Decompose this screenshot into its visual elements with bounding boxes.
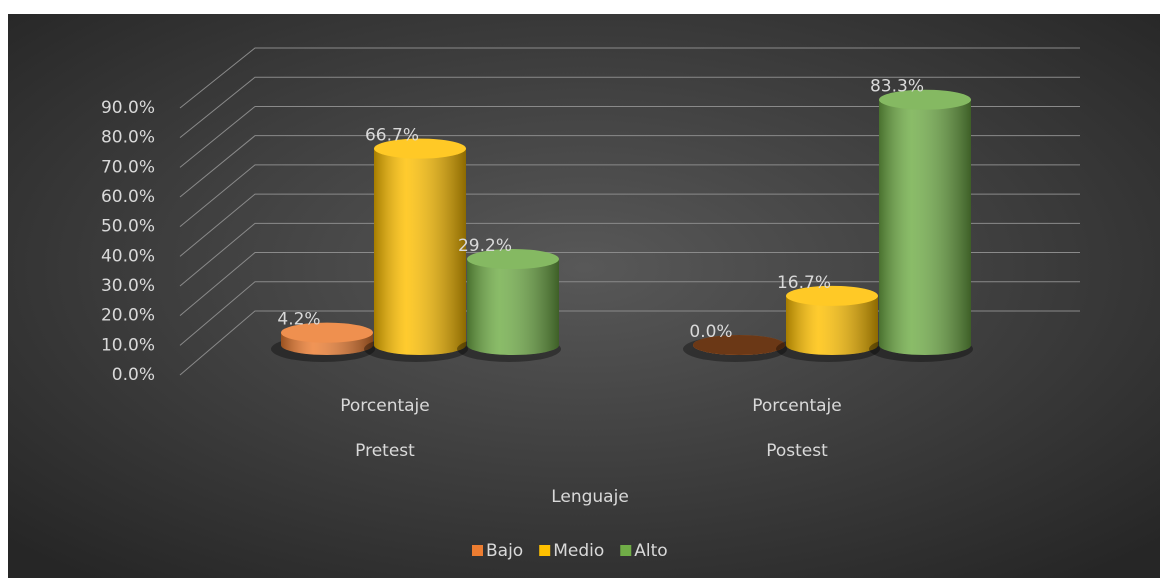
bar-top: [786, 285, 878, 306]
bar-shade: [786, 295, 878, 355]
bar-top-shade: [693, 335, 785, 355]
y-tick-label: 70.0%: [101, 157, 155, 177]
legend-swatch: [539, 545, 551, 556]
bar-shade: [467, 259, 559, 355]
legend-label: Bajo: [486, 541, 523, 561]
grid-line: [179, 105, 1080, 168]
bar-top-shade: [281, 322, 373, 343]
x-tick-label: Porcentaje: [340, 396, 430, 416]
y-tick-label: 10.0%: [101, 335, 155, 355]
grid-line: [179, 281, 1080, 346]
y-tick-label: 90.0%: [101, 98, 155, 118]
grid-line: [179, 135, 1080, 198]
bar-top-shade: [374, 138, 466, 159]
bar-shade: [879, 99, 971, 355]
legend-label: Alto: [634, 541, 667, 561]
bar-top: [467, 249, 559, 270]
bar-top-shade: [786, 285, 878, 306]
x-tick-label: Postest: [766, 441, 828, 461]
y-tick-label: 60.0%: [101, 187, 155, 207]
bar-top: [879, 89, 971, 110]
x-tick-label: Pretest: [355, 441, 415, 461]
y-tick-label: 50.0%: [101, 217, 155, 237]
legend-swatch: [472, 545, 483, 556]
legend-label: Medio: [553, 541, 604, 561]
x-axis-title: Lenguaje: [551, 487, 629, 507]
grid-line: [179, 47, 1080, 109]
data-label: 83.3%: [870, 77, 924, 97]
y-tick-label: 40.0%: [101, 246, 155, 266]
data-label: 66.7%: [365, 126, 419, 146]
grid-line: [179, 222, 1080, 287]
legend-swatch: [620, 545, 632, 556]
grid-line: [179, 252, 1080, 317]
y-tick-label: 80.0%: [101, 128, 155, 148]
x-tick-label: Porcentaje: [752, 396, 842, 416]
bar-top-shade: [879, 89, 971, 110]
y-tick-label: 30.0%: [101, 276, 155, 296]
bar-top: [281, 322, 373, 343]
data-label: 16.7%: [777, 273, 831, 293]
y-tick-label: 20.0%: [101, 306, 155, 326]
data-label: 4.2%: [277, 310, 320, 330]
grid-line: [179, 193, 1080, 257]
data-label: 29.2%: [458, 236, 512, 256]
bar-shade: [374, 148, 466, 355]
bar-top: [374, 138, 466, 159]
bar-top-shade: [467, 249, 559, 270]
grid-line: [179, 164, 1080, 228]
y-tick-label: 0.0%: [112, 365, 155, 385]
grid-line: [179, 76, 1080, 139]
data-label: 0.0%: [689, 322, 732, 342]
